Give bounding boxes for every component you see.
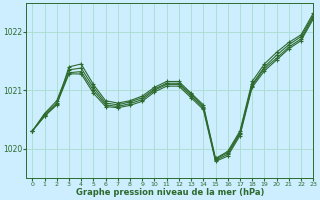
X-axis label: Graphe pression niveau de la mer (hPa): Graphe pression niveau de la mer (hPa) xyxy=(76,188,264,197)
